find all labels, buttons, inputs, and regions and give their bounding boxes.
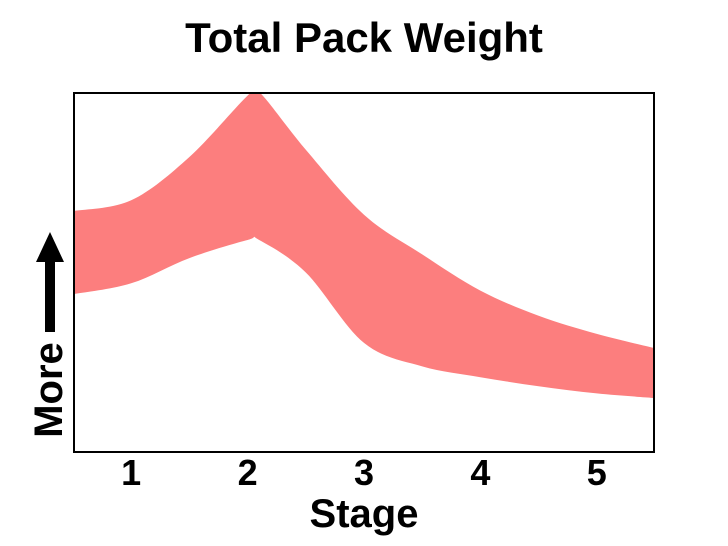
up-arrow-icon [36, 232, 64, 332]
x-tick-label: 4 [470, 452, 491, 493]
y-axis-label: More [27, 342, 71, 438]
x-tick-label: 3 [353, 452, 375, 493]
weight-band [75, 94, 653, 398]
plot-area [73, 92, 655, 453]
x-axis-label: Stage [309, 492, 419, 536]
band-svg [75, 94, 653, 398]
chart-title: Total Pack Weight [185, 14, 543, 61]
x-tick-label: 2 [237, 452, 258, 493]
x-tick-label: 5 [586, 452, 607, 493]
x-tick-label: 1 [121, 452, 142, 493]
x-ticks-row: 1 2 3 4 5 [73, 455, 655, 491]
